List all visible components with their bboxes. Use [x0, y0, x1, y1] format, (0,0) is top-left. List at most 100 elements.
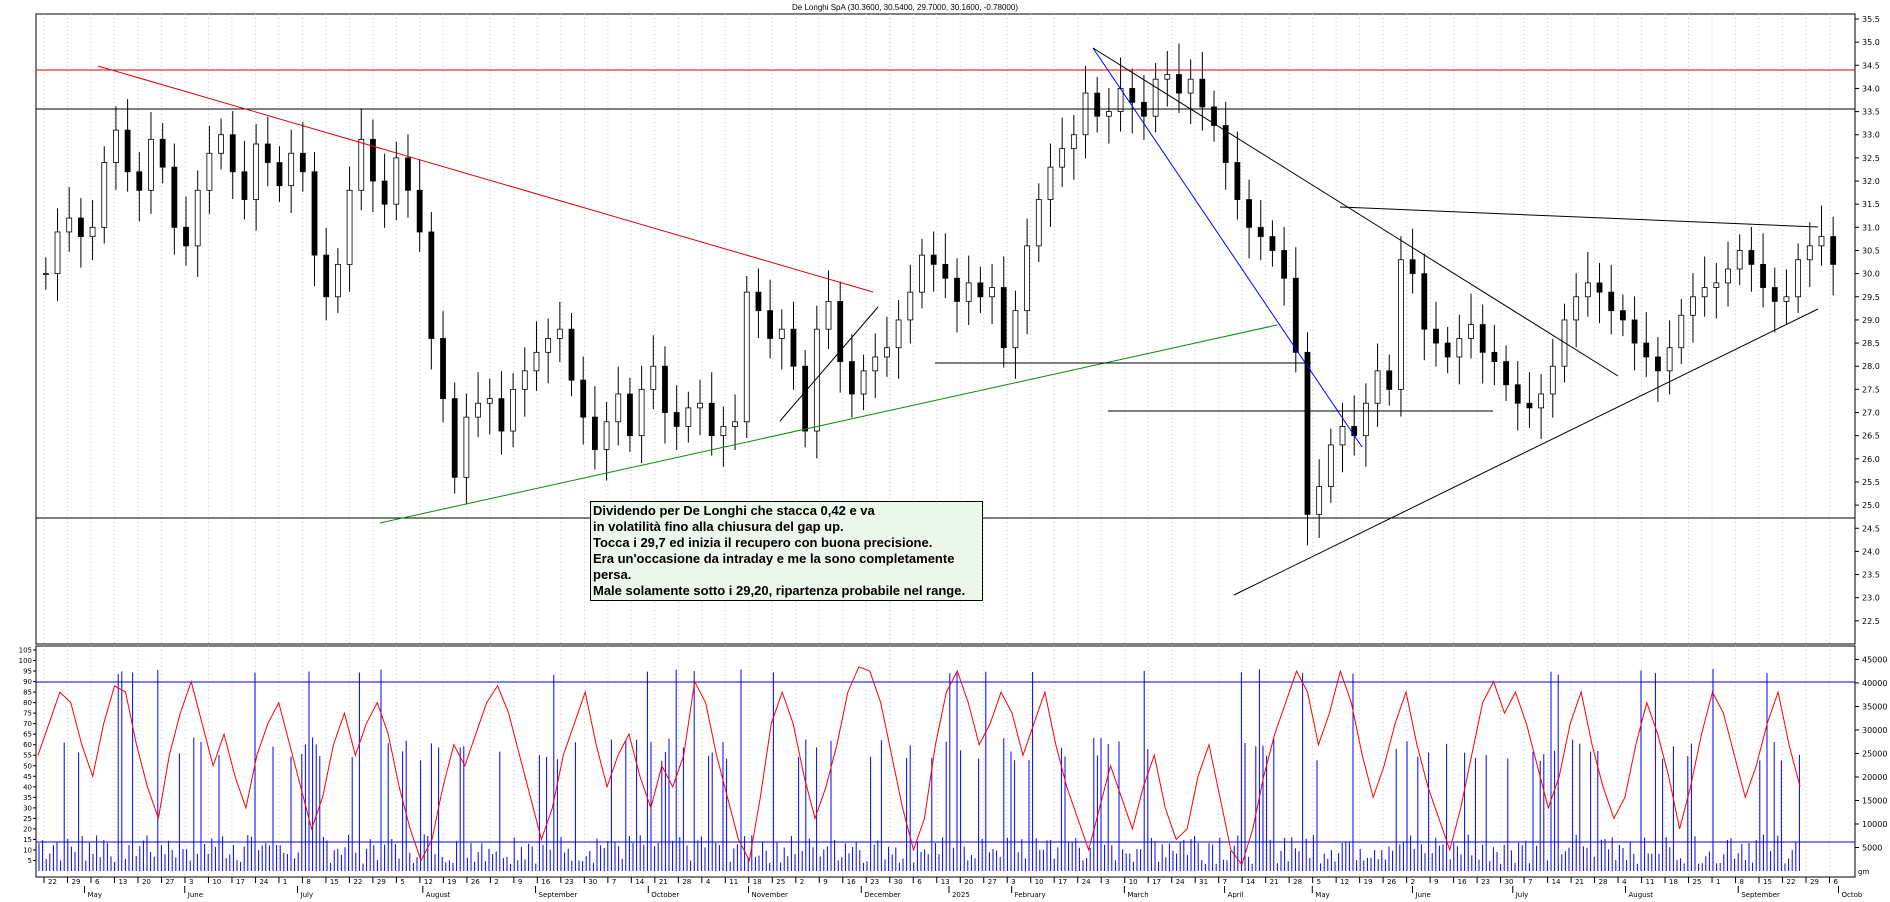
- candle-body: [919, 254, 925, 293]
- candle-body: [1619, 310, 1626, 321]
- x-tick-label: 22: [1787, 878, 1796, 886]
- x-tick-label: 6: [1834, 878, 1839, 886]
- x-tick-label: 30: [894, 878, 903, 886]
- candle-body: [778, 328, 785, 339]
- candle-body: [1292, 277, 1299, 353]
- candle-body: [697, 402, 703, 409]
- x-month-label: December: [864, 891, 900, 899]
- x-month-label: October: [651, 891, 679, 899]
- trendline-blue-down: [1092, 47, 1363, 448]
- candle-body: [1234, 162, 1241, 200]
- candle-body: [1187, 78, 1194, 94]
- candle-body: [545, 338, 552, 353]
- candle-body: [591, 416, 598, 450]
- candle-body: [1269, 236, 1276, 251]
- candle-body: [1783, 296, 1790, 302]
- candle-body: [451, 398, 458, 478]
- y-tick-label: 27.5: [1862, 385, 1880, 394]
- y-tick-label: 33.0: [1862, 131, 1880, 140]
- y-tick-label: 40000: [1862, 679, 1887, 688]
- candle-body: [206, 152, 213, 191]
- candle-body: [1304, 351, 1311, 515]
- candle-body: [1795, 259, 1802, 298]
- x-tick-label: 16: [1458, 878, 1467, 886]
- candle-body: [1059, 148, 1066, 168]
- x-month-label: July: [1515, 891, 1529, 899]
- y-tick-label: 35000: [1862, 702, 1887, 711]
- candle-body: [486, 398, 493, 404]
- candle-body: [568, 328, 575, 381]
- x-tick-label: 28: [682, 878, 691, 886]
- price-y-axis: 22.5 23.0 23.5 24.0 24.5 25.0 25.5 26.0 26.5 27.0…: [1855, 15, 1880, 626]
- x-tick-label: 27: [988, 878, 997, 886]
- x-tick-label: 24: [1176, 878, 1185, 886]
- candle-body: [1362, 402, 1369, 437]
- candle-body: [1806, 245, 1813, 261]
- candle-body: [440, 338, 446, 400]
- x-tick-label: 5: [400, 878, 404, 886]
- y-tick-label: 30.5: [1862, 246, 1880, 255]
- x-tick-label: 26: [471, 878, 480, 886]
- trendline-small-up: [779, 306, 879, 422]
- y-tick-label: 32.0: [1862, 177, 1880, 186]
- candle-body: [989, 287, 995, 298]
- x-month-label: June: [1415, 891, 1431, 899]
- candle-body: [1549, 365, 1556, 395]
- x-axis-months: May June July August September October Novembe…: [84, 886, 1863, 899]
- candle-body: [1771, 287, 1778, 302]
- x-tick-label: 7: [1528, 878, 1532, 886]
- y-tick-label: 25000: [1862, 749, 1887, 758]
- candle-body: [942, 263, 949, 279]
- x-tick-label: 18: [753, 878, 762, 886]
- candle-body: [650, 365, 657, 390]
- x-tick-label: 4: [1622, 878, 1627, 886]
- y-tick-label: 55: [23, 752, 32, 760]
- candle-body: [848, 361, 855, 395]
- price-candles: [42, 43, 1837, 546]
- x-tick-label: 20: [142, 878, 151, 886]
- candle-body: [381, 180, 388, 205]
- candle-body: [556, 328, 563, 339]
- candle-body: [1000, 287, 1007, 349]
- y-tick-label: 35.5: [1862, 15, 1880, 24]
- candle-body: [1433, 328, 1439, 344]
- candle-body: [907, 291, 914, 321]
- y-tick-label: 35: [23, 794, 32, 802]
- candle-body: [1105, 111, 1112, 117]
- candle-body: [370, 138, 376, 182]
- candle-body: [42, 273, 49, 276]
- candle-body: [218, 134, 224, 154]
- x-month-label: July: [300, 891, 314, 899]
- y-tick-label: 35.0: [1862, 38, 1880, 47]
- x-tick-label: 4: [706, 878, 711, 886]
- candle-body: [1281, 250, 1288, 279]
- candle-body: [1047, 166, 1054, 200]
- x-tick-label: 22: [48, 878, 57, 886]
- x-month-label: 2025: [952, 891, 970, 899]
- y-tick-label: 26.0: [1862, 455, 1880, 464]
- candle-body: [1386, 370, 1393, 390]
- annotation-line: persa.: [593, 567, 632, 582]
- candle-body: [229, 134, 236, 173]
- y-tick-label: 31.5: [1862, 200, 1880, 209]
- candle-body: [930, 254, 937, 265]
- y-tick-label: 50: [23, 762, 32, 770]
- x-tick-label: 1: [283, 878, 287, 886]
- x-month-label: May: [1315, 891, 1329, 899]
- candle-body: [1690, 296, 1696, 316]
- y-tick-label: 85: [23, 689, 32, 697]
- x-month-label: March: [1127, 891, 1148, 899]
- x-tick-label: 17: [236, 878, 245, 886]
- candle-body: [334, 263, 341, 298]
- candle-body: [895, 319, 902, 349]
- x-month-label: August: [426, 891, 451, 899]
- x-tick-label: 2: [800, 878, 804, 886]
- y-tick-label: 26.5: [1862, 432, 1880, 441]
- y-tick-label: 25: [23, 815, 32, 823]
- candle-body: [1526, 402, 1533, 409]
- candle-body: [825, 301, 832, 330]
- candle-body: [743, 291, 750, 423]
- y-tick-label: 15: [23, 836, 32, 844]
- x-tick-label: 9: [518, 878, 522, 886]
- candle-body: [1655, 356, 1661, 372]
